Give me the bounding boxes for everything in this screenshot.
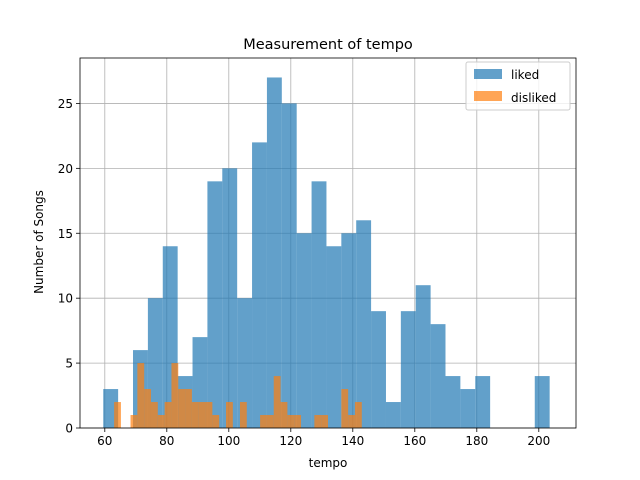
bar-disliked-23 <box>321 415 328 428</box>
bar-disliked-8 <box>178 389 186 428</box>
bar-disliked-7 <box>171 363 179 428</box>
y-tick-label-15: 15 <box>58 227 73 241</box>
x-tick-label-200: 200 <box>527 434 550 448</box>
bar-disliked-24 <box>341 389 349 428</box>
legend-label-disliked: disliked <box>511 91 556 105</box>
x-axis-ticks: 60 80 100 120 140 160 180 200 <box>97 428 550 448</box>
bar-liked-10 <box>266 77 282 428</box>
bar-disliked-22 <box>314 415 322 428</box>
bar-liked-21 <box>430 324 446 428</box>
legend-swatch-disliked <box>474 91 502 101</box>
bar-disliked-18 <box>273 376 281 428</box>
bar-liked-2 <box>147 298 163 428</box>
y-tick-label-25: 25 <box>58 97 73 111</box>
bar-liked-23 <box>460 389 476 428</box>
bar-liked-25 <box>534 376 550 428</box>
bar-liked-7 <box>222 168 238 428</box>
bar-disliked-14 <box>226 402 233 428</box>
axes-frame <box>79 57 577 429</box>
bar-disliked-3 <box>144 389 151 428</box>
bar-liked-13 <box>311 181 327 428</box>
y-axis-label: Number of Songs <box>32 190 46 294</box>
legend-swatch-liked <box>474 69 502 79</box>
x-tick-label-60: 60 <box>97 434 112 448</box>
x-tick-label-160: 160 <box>403 434 426 448</box>
bar-disliked-20 <box>287 415 295 428</box>
bar-disliked-19 <box>280 402 288 428</box>
x-tick-label-140: 140 <box>341 434 364 448</box>
bar-liked-17 <box>371 311 386 428</box>
bar-disliked-9 <box>185 389 192 428</box>
bar-liked-8 <box>237 298 253 428</box>
bar-liked-20 <box>415 285 431 428</box>
x-tick-label-80: 80 <box>159 434 174 448</box>
legend-label-liked: liked <box>511 68 539 82</box>
y-tick-label-20: 20 <box>58 162 73 176</box>
bar-liked-15 <box>341 233 357 428</box>
series-disliked-bars <box>114 363 362 428</box>
bar-disliked-26 <box>354 402 362 428</box>
bar-disliked-25 <box>348 415 355 428</box>
y-tick-label-5: 5 <box>65 357 73 371</box>
bar-liked-6 <box>207 181 223 428</box>
bar-disliked-13 <box>212 415 220 428</box>
bar-disliked-12 <box>205 402 213 428</box>
y-axis-ticks: 0 5 10 15 20 25 <box>58 97 80 436</box>
bar-liked-22 <box>445 376 461 428</box>
x-tick-label-100: 100 <box>217 434 240 448</box>
bar-disliked-6 <box>164 402 172 428</box>
bar-disliked-21 <box>294 415 302 428</box>
bar-disliked-17 <box>266 415 274 428</box>
y-tick-label-10: 10 <box>58 292 73 306</box>
bar-disliked-15 <box>239 402 247 428</box>
x-axis-label: tempo <box>309 456 348 470</box>
bar-liked-24 <box>475 376 491 428</box>
bar-disliked-4 <box>150 402 158 428</box>
series-liked-bars <box>103 77 550 428</box>
x-tick-label-120: 120 <box>279 434 302 448</box>
chart-title: Measurement of tempo <box>243 37 413 53</box>
bar-liked-18 <box>385 402 401 428</box>
y-tick-label-0: 0 <box>65 422 73 436</box>
bar-disliked-1 <box>130 415 138 428</box>
bar-liked-14 <box>326 246 342 428</box>
bar-disliked-16 <box>260 415 267 428</box>
legend: liked disliked <box>465 61 571 111</box>
bar-liked-11 <box>281 103 297 428</box>
bar-liked-16 <box>356 220 372 428</box>
bar-disliked-2 <box>137 363 145 428</box>
bar-disliked-0 <box>114 402 121 428</box>
bar-disliked-11 <box>198 402 206 428</box>
bar-liked-19 <box>400 311 416 428</box>
x-tick-label-180: 180 <box>465 434 488 448</box>
bar-liked-12 <box>296 233 312 428</box>
bar-disliked-5 <box>157 415 165 428</box>
bar-liked-9 <box>252 142 267 428</box>
bar-disliked-10 <box>191 402 199 428</box>
